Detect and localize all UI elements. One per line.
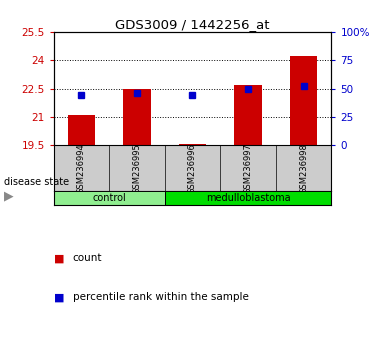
Text: GSM236996: GSM236996 xyxy=(188,143,197,194)
Bar xyxy=(165,191,331,205)
Bar xyxy=(123,88,151,145)
Text: GSM236995: GSM236995 xyxy=(133,143,141,194)
Bar xyxy=(54,191,165,205)
Text: GSM236994: GSM236994 xyxy=(77,143,86,194)
Text: ■: ■ xyxy=(54,253,64,263)
Text: control: control xyxy=(92,193,126,203)
Title: GDS3009 / 1442256_at: GDS3009 / 1442256_at xyxy=(115,18,270,31)
Bar xyxy=(290,57,318,145)
Bar xyxy=(178,143,206,145)
Text: percentile rank within the sample: percentile rank within the sample xyxy=(73,292,249,302)
Text: ▶: ▶ xyxy=(4,190,13,203)
Text: GSM236998: GSM236998 xyxy=(299,143,308,194)
Bar xyxy=(67,115,95,145)
Text: ■: ■ xyxy=(54,292,64,302)
Text: medulloblastoma: medulloblastoma xyxy=(206,193,290,203)
Text: count: count xyxy=(73,253,102,263)
Text: GSM236997: GSM236997 xyxy=(244,143,252,194)
Text: disease state: disease state xyxy=(4,177,69,187)
Bar xyxy=(234,85,262,145)
